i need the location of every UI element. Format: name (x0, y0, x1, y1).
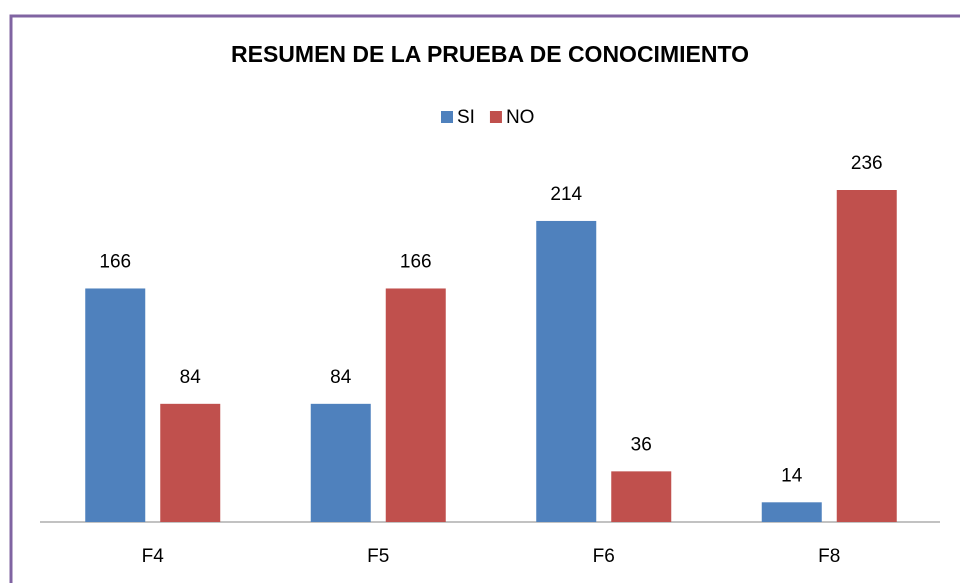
data-label: 14 (781, 465, 803, 486)
legend-label: SI (457, 107, 475, 128)
data-label: 166 (400, 251, 432, 272)
data-label: 166 (99, 251, 131, 272)
bar (536, 220, 597, 522)
data-label: 36 (631, 434, 652, 455)
bar (385, 288, 446, 522)
x-tick-label: F6 (593, 546, 615, 567)
bar (85, 288, 146, 522)
legend-swatch (489, 111, 502, 123)
chart-border (9, 14, 960, 583)
data-label: 84 (330, 367, 352, 388)
bar (836, 190, 897, 522)
chart-title: RESUMEN DE LA PRUEBA DE CONOCIMIENTO (231, 41, 749, 67)
x-tick-label: F4 (142, 546, 165, 567)
legend-swatch (441, 111, 453, 123)
bar (611, 471, 672, 522)
x-tick-label: F8 (818, 546, 840, 567)
bar (761, 502, 822, 522)
x-tick-label: F5 (367, 546, 389, 567)
legend-label: NO (506, 107, 535, 128)
bar (160, 403, 221, 522)
data-label: 84 (180, 367, 202, 388)
data-label: 214 (550, 184, 582, 205)
data-label: 236 (851, 153, 883, 174)
bar (310, 403, 371, 522)
